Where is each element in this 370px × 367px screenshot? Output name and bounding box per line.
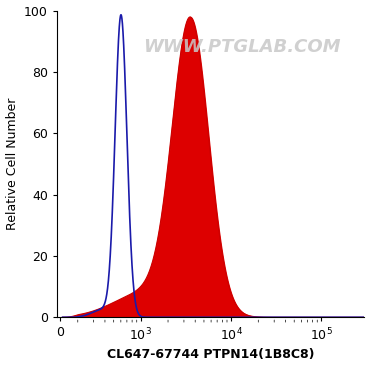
X-axis label: CL647-67744 PTPN14(1B8C8): CL647-67744 PTPN14(1B8C8) xyxy=(107,348,314,361)
Text: WWW.PTGLAB.COM: WWW.PTGLAB.COM xyxy=(143,39,340,57)
Y-axis label: Relative Cell Number: Relative Cell Number xyxy=(6,98,18,230)
